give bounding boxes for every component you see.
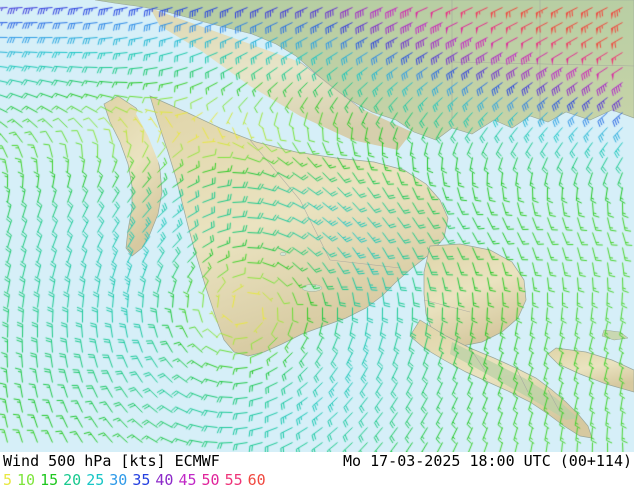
wind-speed-legend: 5 10 15 20 25 30 35 40 45 50 55 60 xyxy=(3,471,266,490)
legend-tick-30: 30 xyxy=(109,471,128,489)
legend-tick-40: 40 xyxy=(155,471,174,489)
legend-tick-55: 55 xyxy=(224,471,243,489)
legend-tick-50: 50 xyxy=(201,471,220,489)
legend-tick-15: 15 xyxy=(40,471,59,489)
legend-tick-25: 25 xyxy=(86,471,105,489)
legend-tick-20: 20 xyxy=(63,471,82,489)
footer-bar: Wind 500 hPa [kts] ECMWF Mo 17-03-2025 1… xyxy=(0,452,634,490)
map-title: Wind 500 hPa [kts] ECMWF xyxy=(3,452,220,470)
valid-time-label: Mo 17-03-2025 18:00 UTC (00+114) xyxy=(343,452,632,470)
wind-barb-layer xyxy=(0,0,634,452)
legend-tick-10: 10 xyxy=(17,471,36,489)
legend-tick-35: 35 xyxy=(132,471,151,489)
legend-tick-60: 60 xyxy=(247,471,266,489)
map-area[interactable] xyxy=(0,0,634,452)
legend-tick-5: 5 xyxy=(3,471,13,489)
legend-tick-45: 45 xyxy=(178,471,197,489)
